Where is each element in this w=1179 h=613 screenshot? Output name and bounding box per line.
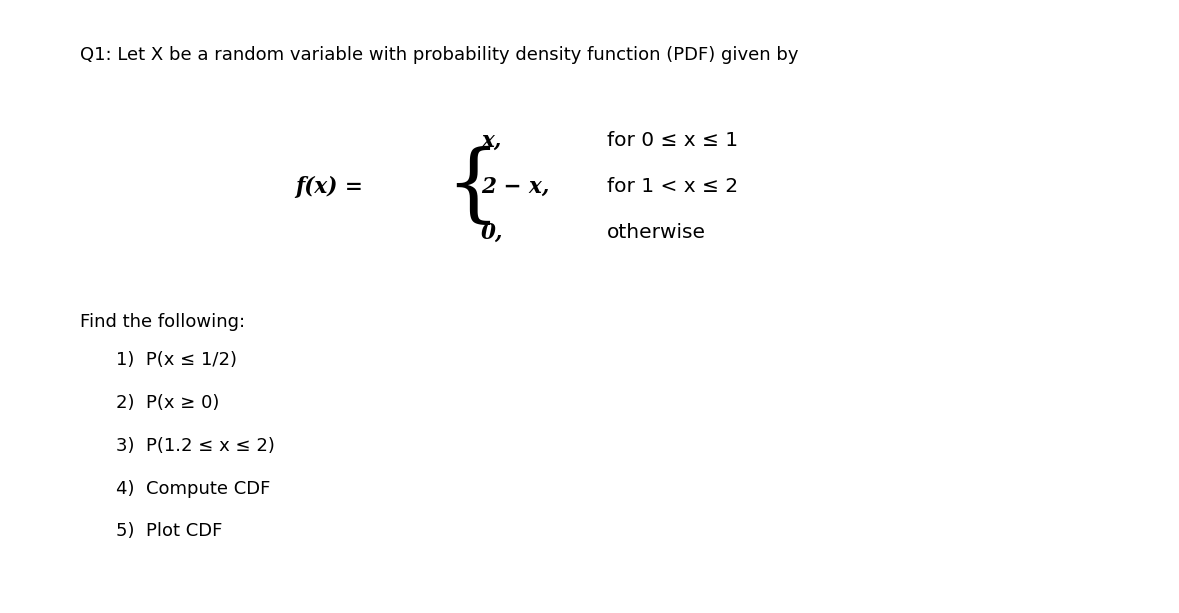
Text: otherwise: otherwise (607, 224, 706, 242)
Text: 2 − x,: 2 − x, (481, 176, 549, 198)
Text: 3)  P(1.2 ≤ x ≤ 2): 3) P(1.2 ≤ x ≤ 2) (116, 436, 275, 455)
Text: f(x) =: f(x) = (295, 176, 363, 198)
Text: Q1: Let X be a random variable with probability density function (PDF) given by: Q1: Let X be a random variable with prob… (80, 46, 798, 64)
Text: 0,: 0, (481, 222, 503, 244)
Text: for 0 ≤ x ≤ 1: for 0 ≤ x ≤ 1 (607, 132, 738, 150)
Text: 1)  P(x ≤ 1/2): 1) P(x ≤ 1/2) (116, 351, 237, 369)
Text: {: { (446, 145, 501, 229)
Text: 2)  P(x ≥ 0): 2) P(x ≥ 0) (116, 394, 219, 412)
Text: Find the following:: Find the following: (80, 313, 245, 330)
Text: x,: x, (481, 130, 501, 152)
Text: 4)  Compute CDF: 4) Compute CDF (116, 479, 270, 498)
Text: for 1 < x ≤ 2: for 1 < x ≤ 2 (607, 178, 738, 196)
Text: 5)  Plot CDF: 5) Plot CDF (116, 522, 222, 541)
